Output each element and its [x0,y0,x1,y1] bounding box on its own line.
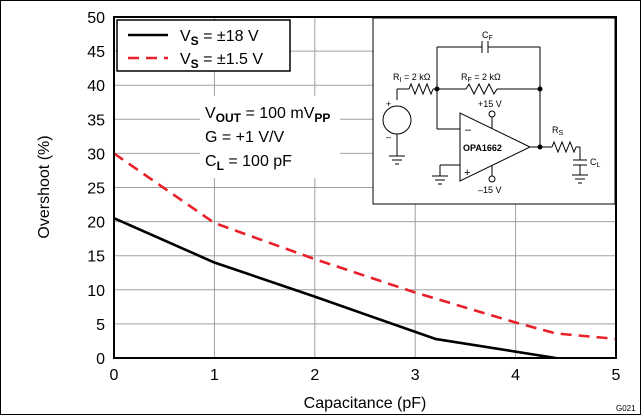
y-tick-label: 50 [87,10,105,27]
vpos-terminal [488,110,496,118]
opamp-triangle [459,112,532,182]
y-tick-label: 5 [96,317,105,334]
legend-box [116,19,291,72]
y-tick-label: 45 [87,44,105,61]
x-tick-labels: 0 1 2 3 4 5 [110,367,621,384]
x-tick-label: 4 [511,367,520,384]
y-tick-label: 20 [87,215,105,232]
series-line-vs-18 [114,217,556,358]
y-tick-label: 30 [87,146,105,163]
y-tick-label: 35 [87,112,105,129]
x-tick-label: 5 [612,367,621,384]
rs-resistor [551,140,577,154]
junction-inv [434,86,440,92]
schematic-box [372,17,616,205]
ri-resistor [408,82,434,96]
plot-border [113,16,617,359]
y-tick-labels: 0 5 10 15 20 25 30 35 40 45 50 [87,10,105,368]
rf-label: RF = 2 kΩ [461,72,501,84]
schematic-inset: CF RI = 2 kΩ RF = 2 kΩ RS CL +15 V –15 V… [372,17,616,205]
cl-label: CL [590,157,601,169]
x-tick-label: 1 [210,367,219,384]
junction-rf-cf [537,86,543,92]
rs-label: RS [552,125,564,137]
figure-id: G021 [616,404,636,413]
x-tick-label: 3 [411,367,420,384]
opamp-minus-label: – [465,124,472,136]
y-tick-label: 15 [87,249,105,266]
condition-cl: CL = 100 pF [205,153,292,173]
condition-gain: G = +1 V/V [205,129,284,146]
rf-resistor [465,82,498,96]
vpos-label: +15 V [478,99,502,109]
x-tick-label: 0 [110,367,119,384]
opamp-plus-label: + [464,167,470,179]
y-tick-label: 40 [87,78,105,95]
x-tick-label: 2 [310,367,319,384]
y-tick-label: 10 [87,283,105,300]
vneg-label: –15 V [478,185,502,195]
y-tick-label: 0 [96,351,105,368]
source-minus-label: – [386,132,391,142]
series-layer [114,152,616,358]
legend: VS = ±18 V VS = ±1.5 V [116,19,291,72]
condition-vout: VOUT = 100 mVPP [205,105,330,125]
y-axis-title: Overshoot (%) [36,135,53,238]
legend-label-vs-1-5: VS = ±1.5 V [180,51,263,71]
series-line-vs-1-5 [114,152,616,341]
x-axis-title: Capacitance (pF) [304,395,427,412]
opamp-label: OPA1662 [463,143,502,153]
conditions-background [200,96,340,178]
source-plus-label: + [386,99,391,109]
vneg-terminal [488,175,496,183]
cf-label: CF [482,30,493,42]
test-conditions: VOUT = 100 mVPP G = +1 V/V CL = 100 pF [200,96,340,178]
ri-label: RI = 2 kΩ [393,72,431,84]
junction-output [537,144,543,150]
legend-label-vs-18: VS = ±18 V [180,28,259,48]
y-tick-label: 25 [87,181,105,198]
